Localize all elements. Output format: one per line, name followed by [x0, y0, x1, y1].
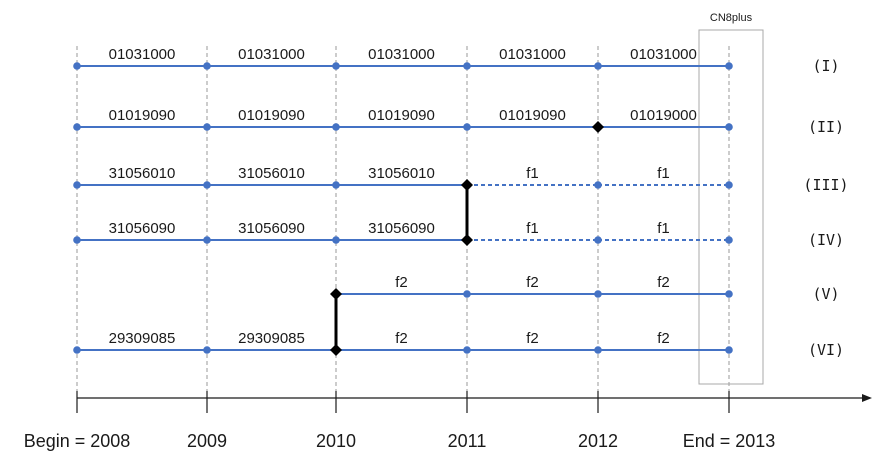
- segment-label: f2: [657, 330, 670, 347]
- segment-label: 01019090: [368, 107, 435, 124]
- year-label: Begin = 2008: [24, 431, 131, 451]
- segment-label: f1: [526, 165, 539, 182]
- axis-arrowhead: [862, 394, 872, 402]
- segment-label: 01031000: [109, 46, 176, 63]
- year-dot: [463, 290, 471, 298]
- segment-label: f2: [395, 274, 408, 291]
- code-row: 31056010 31056010 31056010 f1 f1: [73, 165, 733, 191]
- year-dot: [594, 236, 602, 244]
- year-dot: [73, 123, 81, 131]
- split-connectors: [334, 185, 469, 350]
- year-label: 2012: [578, 431, 618, 451]
- segment-label: 29309085: [109, 330, 176, 347]
- year-dot: [725, 236, 733, 244]
- segment-label: 31056090: [368, 220, 435, 237]
- year-dot: [594, 290, 602, 298]
- segment-label: 31056090: [238, 220, 305, 237]
- split-diamond-marker: [592, 121, 604, 133]
- segment-label: f2: [657, 274, 670, 291]
- year-dot: [203, 123, 211, 131]
- year-dot: [73, 62, 81, 70]
- year-label: End = 2013: [683, 431, 776, 451]
- row-label: (VI): [808, 341, 844, 359]
- segment-label: f1: [657, 165, 670, 182]
- year-dot: [203, 346, 211, 354]
- year-dot: [332, 181, 340, 189]
- year-dot: [594, 181, 602, 189]
- year-dot: [203, 181, 211, 189]
- cn8plus-label: CN8plus: [710, 12, 753, 24]
- year-dot: [725, 346, 733, 354]
- year-dot: [725, 290, 733, 298]
- segment-label: f1: [526, 220, 539, 237]
- year-dot: [725, 123, 733, 131]
- segment-label: 01031000: [630, 46, 697, 63]
- segment-label: 31056010: [109, 165, 176, 182]
- year-dot: [594, 62, 602, 70]
- segment-label: 01019000: [630, 107, 697, 124]
- year-label: 2010: [316, 431, 356, 451]
- row-label: (II): [808, 118, 844, 136]
- year-dot: [463, 346, 471, 354]
- year-dot: [725, 62, 733, 70]
- year-dot: [463, 123, 471, 131]
- row-label: (III): [803, 176, 848, 194]
- code-row: f2 f2 f2: [330, 274, 733, 300]
- year-dot: [463, 62, 471, 70]
- segment-label: 01031000: [238, 46, 305, 63]
- segment-label: 31056010: [238, 165, 305, 182]
- segment-label: 01031000: [499, 46, 566, 63]
- segment-label: 31056090: [109, 220, 176, 237]
- year-dot: [73, 346, 81, 354]
- row-label: (I): [812, 57, 839, 75]
- year-dot: [332, 62, 340, 70]
- time-axis: Begin = 2008 2009 2010 2011 2012 End = 2013: [24, 391, 872, 451]
- year-dot: [203, 62, 211, 70]
- segment-label: f2: [526, 330, 539, 347]
- year-dot: [332, 123, 340, 131]
- segment-label: 01019090: [499, 107, 566, 124]
- year-dot: [73, 181, 81, 189]
- cn8plus-box: [698, 29, 764, 385]
- row-label: (V): [812, 285, 839, 303]
- year-dot: [73, 236, 81, 244]
- row-labels: (I) (II) (III) (IV) (V) (VI): [803, 57, 848, 359]
- year-dot: [332, 236, 340, 244]
- code-row: 01031000 01031000 01031000 01031000 01031000: [73, 46, 733, 70]
- segment-label: 01019090: [238, 107, 305, 124]
- segment-label: f2: [395, 330, 408, 347]
- year-dot: [725, 181, 733, 189]
- code-rows: 01031000 01031000 01031000 01031000 01031000…: [73, 46, 733, 356]
- code-row: 31056090 31056090 31056090 f1 f1: [73, 220, 733, 246]
- segment-label: 01031000: [368, 46, 435, 63]
- code-row: 01019090 01019090 01019090 01019090 01019000: [73, 107, 733, 133]
- segment-label: f2: [526, 274, 539, 291]
- year-dot: [203, 236, 211, 244]
- segment-label: 01019090: [109, 107, 176, 124]
- segment-label: f1: [657, 220, 670, 237]
- year-dot: [594, 346, 602, 354]
- row-label: (IV): [808, 231, 844, 249]
- year-label: 2011: [448, 431, 487, 451]
- code-row: 29309085 29309085 f2 f2 f2: [73, 330, 733, 356]
- segment-label: 29309085: [238, 330, 305, 347]
- year-label: 2009: [187, 431, 227, 451]
- segment-label: 31056010: [368, 165, 435, 182]
